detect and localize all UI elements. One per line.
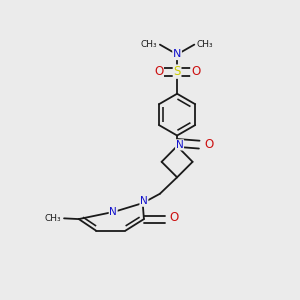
Text: S: S — [173, 65, 181, 78]
Text: O: O — [154, 65, 163, 78]
Text: O: O — [205, 138, 214, 151]
Text: N: N — [176, 140, 183, 150]
Text: CH₃: CH₃ — [197, 40, 213, 49]
Text: N: N — [140, 196, 148, 206]
Text: N: N — [173, 50, 181, 59]
Text: N: N — [109, 207, 117, 217]
Text: CH₃: CH₃ — [141, 40, 158, 49]
Text: O: O — [169, 212, 178, 224]
Text: CH₃: CH₃ — [44, 214, 61, 223]
Text: O: O — [191, 65, 200, 78]
